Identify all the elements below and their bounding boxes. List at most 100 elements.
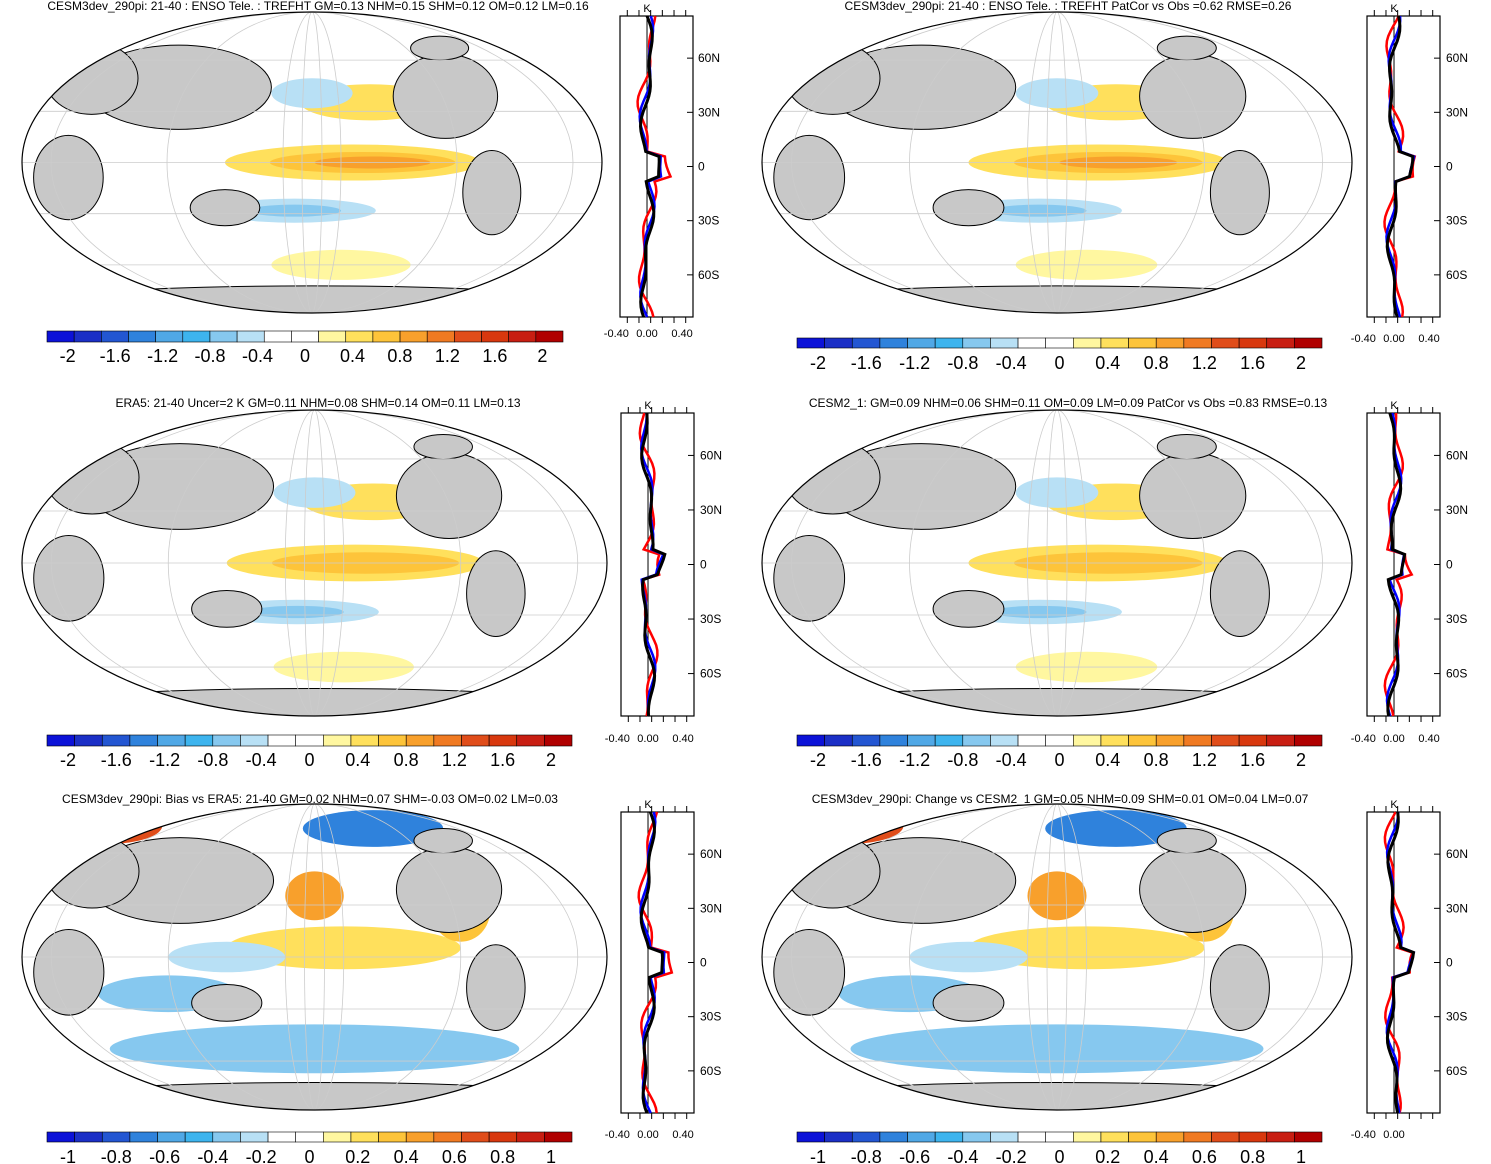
- colorbar-label: -0.8: [851, 1147, 882, 1164]
- colorbar-swatch: [481, 330, 509, 343]
- land-mass: [1156, 35, 1217, 61]
- colorbar-label: 1.6: [490, 750, 515, 770]
- zonal-x-label: 0.00: [637, 1129, 658, 1141]
- colorbar-swatch: [824, 337, 853, 349]
- map-outline: [761, 409, 1353, 717]
- anomaly-patch: [109, 1024, 520, 1074]
- zonal-mean-line: [1385, 15, 1415, 318]
- colorbar-swatch: [1238, 1131, 1268, 1143]
- colorbar: -1 -0.8 -0.6 -0.4 -0.2 0 0.2 0.4 0.6 0.8 1: [46, 1131, 573, 1164]
- colorbar-label: 1: [546, 1147, 556, 1164]
- colorbar-label: 0.8: [394, 750, 419, 770]
- colorbar-label: -1.2: [147, 346, 178, 366]
- colorbar-swatch: [934, 1131, 964, 1143]
- latitude-label: 60S: [698, 268, 719, 282]
- panel-p5: CESM3dev_290pi: Bias vs ERA5: 21-40 GM=0…: [21, 792, 722, 1164]
- zonal-mean-plot: K 60N 30N 0 30S 60S -0.40 0.00 0.40: [1351, 3, 1468, 345]
- colorbar-swatch: [350, 1131, 379, 1143]
- colorbar: -2 -1.6 -1.2 -0.8 -0.4 0 0.4 0.8 1.2 1.6 2: [796, 337, 1323, 373]
- colorbar-swatch: [544, 734, 573, 747]
- colorbar-swatch: [155, 330, 184, 343]
- colorbar-swatch: [1100, 1131, 1129, 1143]
- latitude-label: 30N: [700, 503, 722, 517]
- zonal-x-label: -0.40: [1351, 333, 1376, 345]
- latitude-label: 60N: [1446, 51, 1468, 65]
- colorbar-swatch: [962, 1131, 991, 1143]
- zonal-mean-line: [1386, 412, 1407, 717]
- land-mass: [1209, 944, 1270, 1031]
- anomaly-patch: [1027, 871, 1087, 921]
- colorbar-swatch: [1128, 1131, 1157, 1143]
- colorbar-swatch: [236, 330, 265, 343]
- colorbar-label: -1: [60, 1147, 76, 1164]
- colorbar-swatch: [544, 1131, 573, 1143]
- colorbar-swatch: [1294, 734, 1323, 747]
- colorbar-swatch: [433, 1131, 462, 1143]
- colorbar-label: -1: [810, 1147, 826, 1164]
- colorbar-swatch: [318, 330, 347, 343]
- colorbar-swatch: [73, 330, 102, 343]
- colorbar-label: 0.4: [1144, 1147, 1169, 1164]
- colorbar-label: 2: [537, 346, 547, 366]
- colorbar-swatch: [1128, 337, 1157, 349]
- colorbar-swatch: [962, 337, 991, 349]
- panel-title: CESM3dev_290pi: 21-40 : ENSO Tele. : TRE…: [47, 0, 589, 13]
- colorbar-swatch: [851, 734, 881, 747]
- colorbar-swatch: [209, 330, 238, 343]
- colorbar-swatch: [212, 734, 241, 747]
- colorbar-label: -1.6: [851, 353, 882, 373]
- map-outline: [761, 803, 1353, 1111]
- colorbar-swatch: [267, 734, 296, 747]
- land-mass: [1156, 433, 1217, 460]
- colorbar-swatch: [405, 734, 435, 747]
- anomaly-patch: [273, 477, 356, 508]
- land-mass: [932, 984, 1005, 1022]
- colorbar-label: -0.8: [101, 1147, 132, 1164]
- zonal-mean-line: [639, 811, 665, 1114]
- world-map: [762, 804, 1352, 1110]
- land-mass: [50, 687, 579, 716]
- colorbar-swatch: [1073, 337, 1102, 349]
- colorbar-label: 1.2: [1192, 353, 1217, 373]
- colorbar-label: -0.6: [149, 1147, 180, 1164]
- zonal-unit: K: [644, 799, 652, 811]
- land-mass: [1139, 452, 1247, 540]
- colorbar-label: -2: [60, 346, 76, 366]
- colorbar-swatch: [1100, 337, 1129, 349]
- land-mass: [413, 433, 473, 460]
- latitude-label: 0: [1446, 956, 1453, 970]
- land-mass: [1209, 149, 1270, 236]
- colorbar-label: -2: [810, 353, 826, 373]
- zonal-x-label: -0.40: [1351, 1129, 1376, 1141]
- latitude-label: 30N: [698, 105, 720, 119]
- colorbar-swatch: [824, 734, 853, 747]
- zonal-x-label: -0.40: [605, 1129, 630, 1141]
- anomaly-patch: [248, 204, 341, 217]
- colorbar-label: 0.2: [1095, 1147, 1120, 1164]
- zonal-mean-line: [1383, 413, 1414, 717]
- colorbar-swatch: [824, 1131, 853, 1143]
- zonal-x-label: 0.40: [672, 1129, 693, 1141]
- colorbar-swatch: [101, 330, 129, 343]
- colorbar-swatch: [907, 734, 936, 747]
- colorbar-swatch: [461, 1131, 490, 1143]
- colorbar-swatch: [1211, 1131, 1240, 1143]
- land-mass: [392, 53, 499, 139]
- colorbar-label: 1: [1296, 1147, 1306, 1164]
- colorbar-label: 0: [1054, 750, 1064, 770]
- colorbar-swatch: [295, 1131, 324, 1143]
- panel-p4: CESM2_1: GM=0.09 NHM=0.06 SHM=0.11 OM=0.…: [761, 396, 1468, 770]
- land-mass: [395, 452, 503, 540]
- colorbar-swatch: [1211, 337, 1240, 349]
- land-mass: [395, 846, 503, 934]
- latitude-label: 60N: [1446, 847, 1468, 861]
- land-mass: [33, 928, 105, 1016]
- panel-title: CESM3dev_290pi: Bias vs ERA5: 21-40 GM=0…: [62, 792, 558, 806]
- land-mass: [1139, 846, 1247, 934]
- land-mass: [33, 134, 104, 221]
- colorbar-swatch: [461, 734, 490, 747]
- map-outline: [761, 11, 1353, 314]
- zonal-x-label: -0.40: [1351, 733, 1376, 745]
- colorbar-label: 0.2: [345, 1147, 370, 1164]
- latitude-label: 60S: [700, 1064, 721, 1078]
